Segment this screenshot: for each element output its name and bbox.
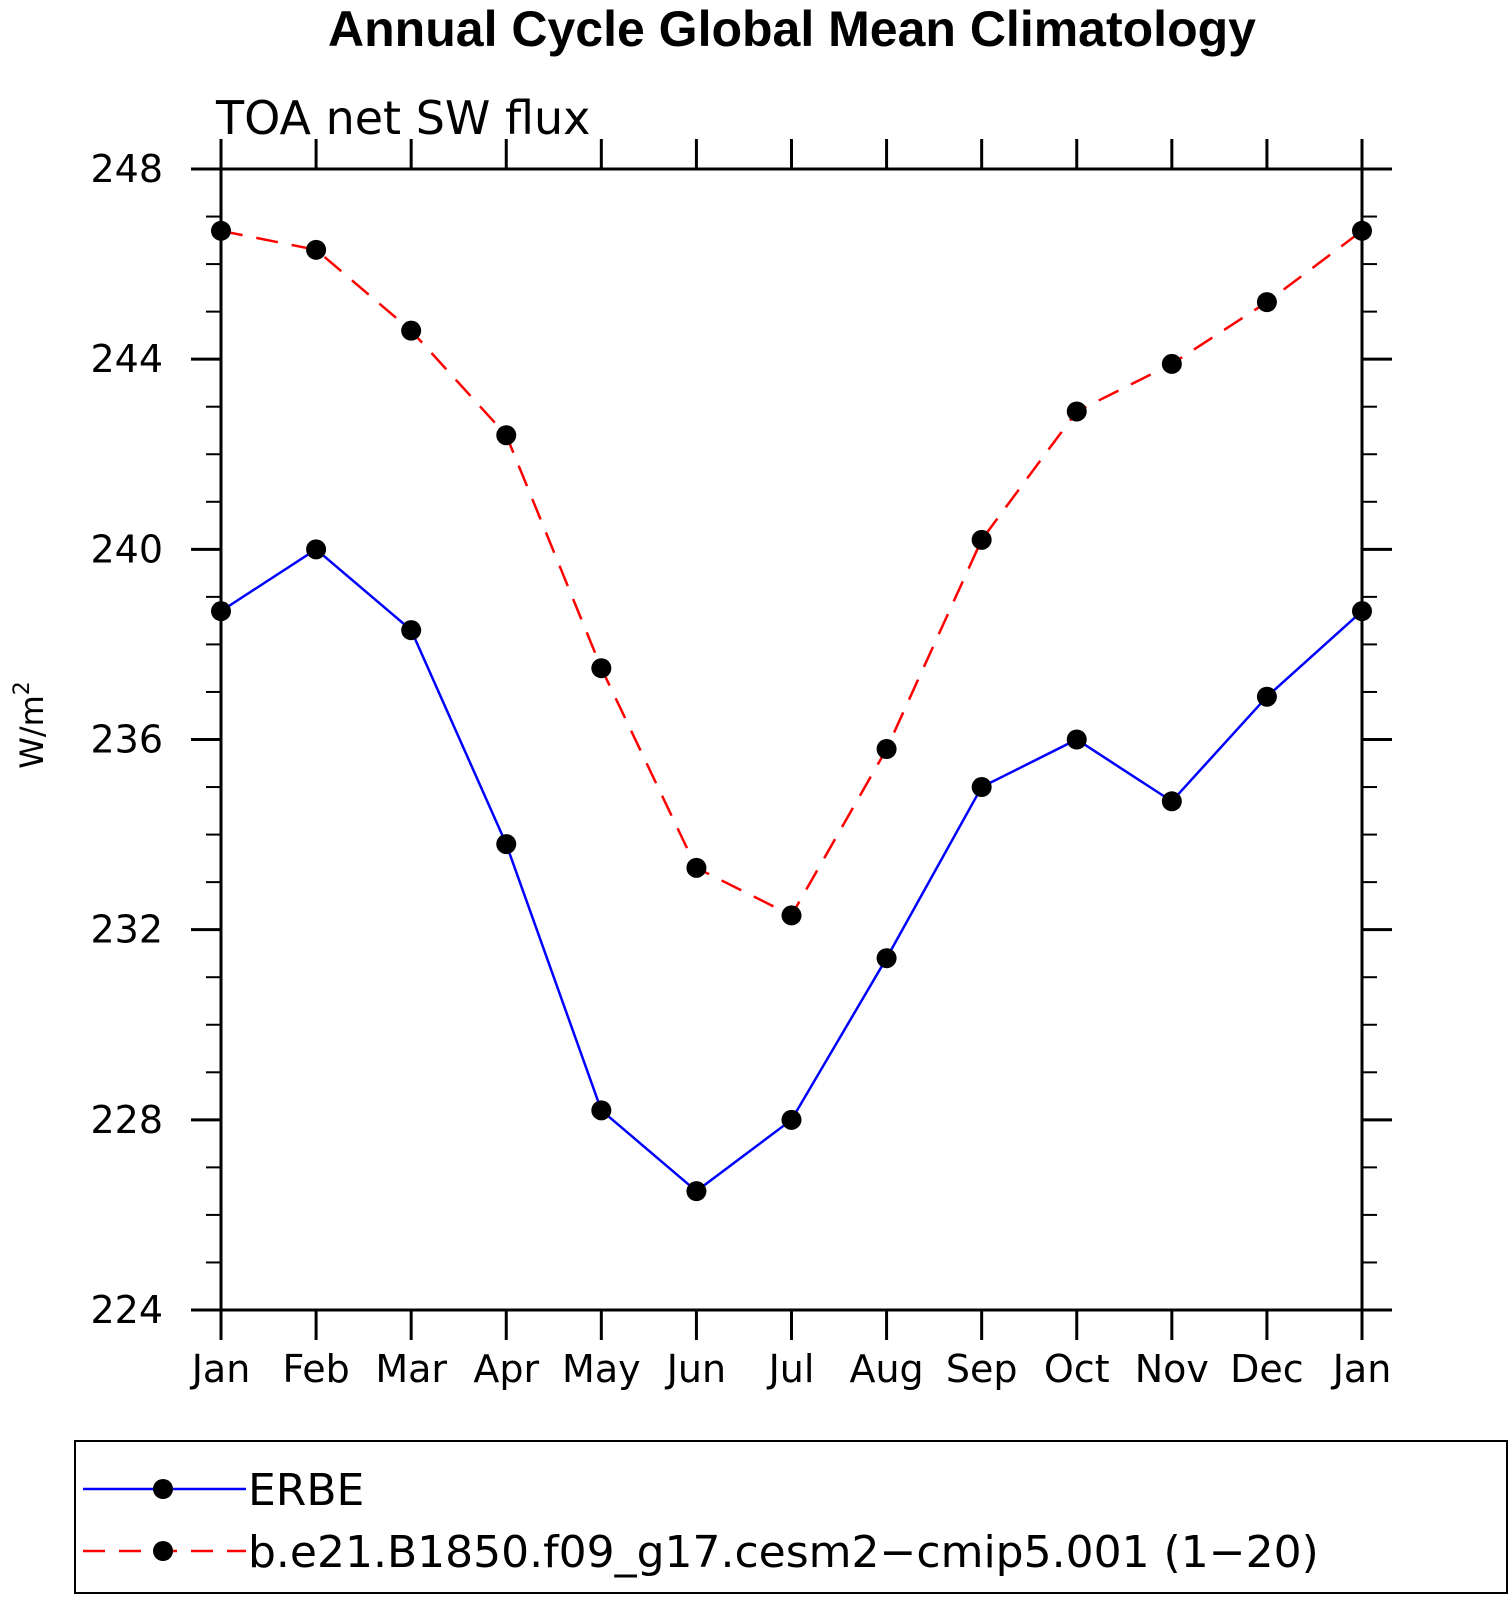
legend-box: [74, 1440, 1508, 1594]
series-2-point: [306, 239, 327, 260]
y-axis-label-text: W/m: [13, 695, 51, 769]
series-2-point: [591, 658, 612, 679]
x-tick-label: Apr: [473, 1347, 539, 1391]
series-1-point: [876, 948, 897, 969]
x-tick-label: Mar: [375, 1347, 447, 1391]
series-1-point: [686, 1181, 707, 1202]
series-2-line: [220, 229, 1363, 918]
series-2-point: [876, 739, 897, 760]
x-tick-label: Feb: [282, 1347, 349, 1391]
series-2-point: [971, 529, 992, 550]
series-1-point: [781, 1109, 802, 1130]
series-2-point: [1256, 292, 1277, 313]
series-1-point: [496, 834, 517, 855]
series-2-point: [211, 220, 231, 241]
legend-swatch-marker: [153, 1479, 173, 1499]
x-tick-label: Jun: [665, 1347, 726, 1391]
series-2-point: [686, 857, 707, 878]
series-1-point: [1066, 729, 1087, 750]
series-1-point: [1352, 601, 1372, 622]
series-2-point: [496, 425, 517, 446]
series-1-line: [220, 547, 1363, 1193]
y-tick-label: 236: [90, 718, 163, 762]
series-2-point: [1352, 220, 1372, 241]
y-tick-label: 232: [90, 908, 163, 952]
y-axis-label: W/m2: [10, 681, 51, 769]
chart-subtitle: TOA net SW flux: [215, 91, 590, 145]
series-2-point: [401, 320, 422, 341]
series-1-point: [211, 601, 231, 622]
series-layer: [211, 220, 1372, 1202]
y-tick-label: 228: [90, 1098, 163, 1142]
legend-label: b.e21.B1850.f09_g17.cesm2−cmip5.001 (1−2…: [248, 1527, 1319, 1578]
x-tick-label: Nov: [1135, 1347, 1209, 1391]
legend-label: ERBE: [248, 1465, 364, 1516]
y-tick-label: 248: [90, 147, 163, 191]
plot-frame: [219, 167, 1364, 1312]
y-tick-label: 244: [90, 337, 163, 381]
series-2-point: [1161, 353, 1182, 374]
x-tick-label: Jan: [190, 1347, 251, 1391]
y-tick-label: 224: [90, 1288, 163, 1332]
series-2-point: [781, 905, 802, 926]
series-1-point: [591, 1100, 612, 1121]
x-tick-label: Oct: [1044, 1347, 1110, 1391]
x-tick-label: Jan: [1331, 1347, 1392, 1391]
x-tick-label: Dec: [1230, 1347, 1304, 1391]
series-1-point: [1161, 791, 1182, 812]
series-1-point: [401, 620, 422, 641]
series-1-point: [306, 539, 327, 560]
series-1-point: [1256, 686, 1277, 707]
legend: ERBE b.e21.B1850.f09_g17.cesm2−cmip5.001 …: [74, 1440, 1508, 1594]
legend-swatch-marker: [153, 1541, 173, 1561]
y-axis-label-superscript: 2: [10, 681, 35, 695]
x-tick-label: Aug: [849, 1347, 923, 1391]
chart-title: Annual Cycle Global Mean Climatology: [328, 1, 1256, 57]
y-tick-label: 240: [90, 527, 163, 571]
series-2-point: [1066, 401, 1087, 422]
x-tick-label: Sep: [946, 1347, 1018, 1391]
axes: Jan Feb Mar Apr May Jun Jul Aug Sep Oct Nov Dec Jan 2…: [90, 139, 1392, 1391]
x-tick-label: May: [562, 1347, 641, 1391]
series-1-point: [971, 777, 992, 798]
x-tick-label: Jul: [767, 1347, 815, 1391]
